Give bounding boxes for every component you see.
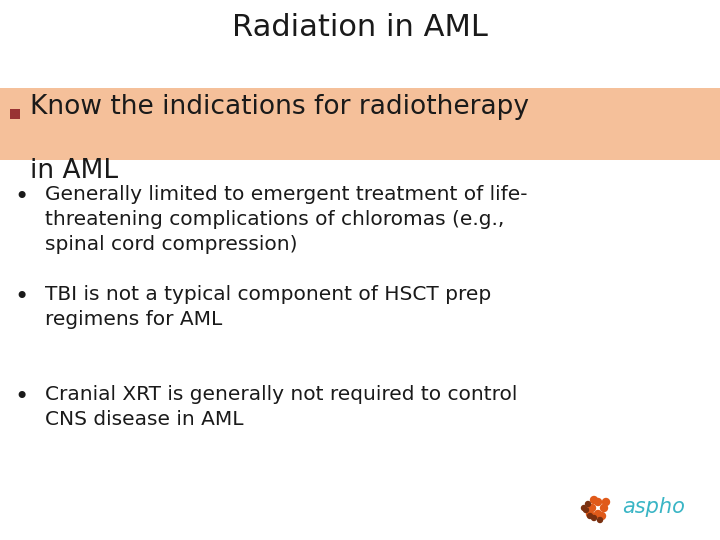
Circle shape — [583, 508, 588, 512]
Circle shape — [595, 510, 601, 517]
Text: •: • — [15, 285, 29, 309]
Text: in AML: in AML — [30, 158, 118, 184]
Text: TBI is not a typical component of HSCT prep
regimens for AML: TBI is not a typical component of HSCT p… — [45, 285, 491, 329]
Circle shape — [588, 504, 595, 511]
Circle shape — [595, 498, 601, 505]
Circle shape — [582, 505, 587, 510]
Circle shape — [600, 504, 608, 511]
Text: Cranial XRT is generally not required to control
CNS disease in AML: Cranial XRT is generally not required to… — [45, 385, 518, 429]
Text: aspho: aspho — [622, 497, 685, 517]
Text: Radiation in AML: Radiation in AML — [232, 13, 488, 42]
Circle shape — [598, 512, 606, 519]
Bar — [10, 109, 20, 119]
Circle shape — [587, 510, 593, 517]
Circle shape — [598, 517, 603, 523]
Text: •: • — [15, 385, 29, 409]
Text: Generally limited to emergent treatment of life-
threatening complications of ch: Generally limited to emergent treatment … — [45, 185, 528, 254]
Circle shape — [592, 516, 596, 521]
Circle shape — [590, 496, 598, 503]
Circle shape — [585, 502, 590, 507]
Text: •: • — [15, 185, 29, 209]
FancyBboxPatch shape — [0, 88, 720, 160]
Circle shape — [588, 514, 593, 518]
Text: Know the indications for radiotherapy: Know the indications for radiotherapy — [30, 94, 529, 120]
Circle shape — [603, 498, 610, 505]
